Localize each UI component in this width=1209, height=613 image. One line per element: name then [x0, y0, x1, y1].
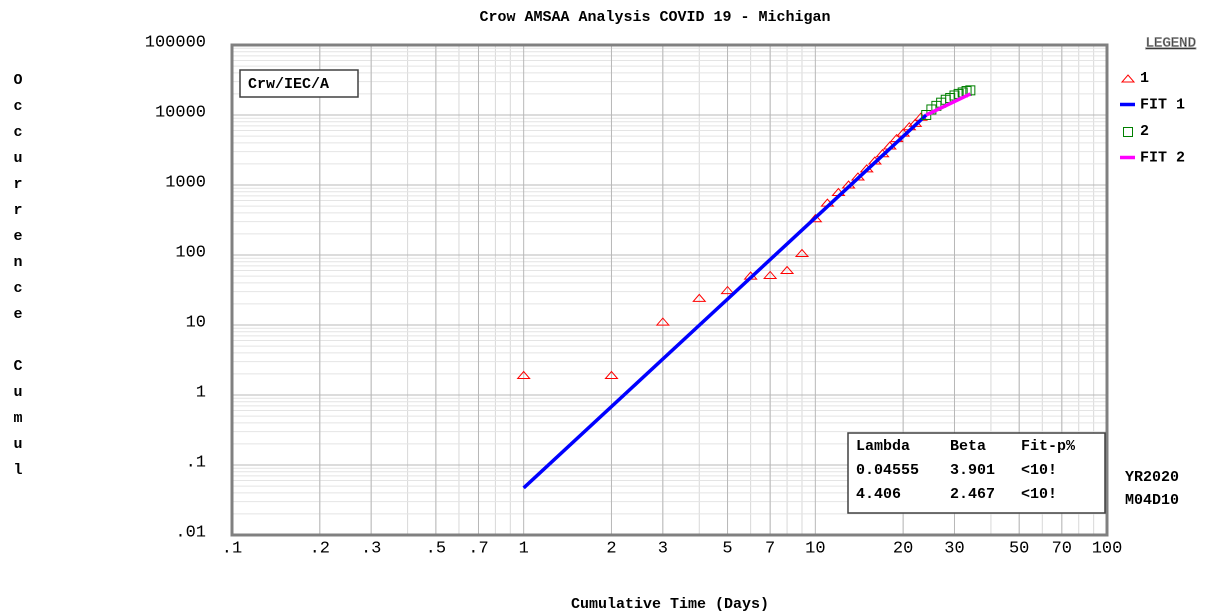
x-tick-label: 10 — [805, 539, 825, 558]
x-tick-label: 5 — [722, 539, 732, 558]
data-point — [692, 293, 707, 302]
x-tick-label: 100 — [1092, 539, 1123, 558]
legend-label: FIT 1 — [1140, 96, 1185, 113]
x-tick-label: 30 — [944, 539, 964, 558]
x-tick-label: 20 — [893, 539, 913, 558]
y-tick-label: .01 — [175, 523, 206, 542]
fit-line — [522, 113, 928, 490]
x-axis-label: Cumulative Time (Days) — [571, 596, 769, 613]
plot-frame — [230, 43, 1109, 537]
x-tick-label: .5 — [426, 539, 446, 558]
legend-swatch — [1120, 74, 1136, 83]
y-tick-label: .1 — [186, 453, 206, 472]
date-label: YR2020 — [1125, 469, 1179, 486]
data-point — [794, 248, 810, 258]
y-tick-label: 100000 — [145, 33, 206, 52]
legend-label: 1 — [1140, 70, 1149, 87]
annotation: Crw/IEC/A — [248, 76, 329, 93]
stats-cell: 2.467 — [950, 486, 995, 503]
x-tick-label: 70 — [1052, 539, 1072, 558]
x-tick-label: 2 — [606, 539, 616, 558]
legend-label: 2 — [1140, 123, 1149, 140]
data-point — [655, 317, 670, 326]
y-tick-label: 10000 — [155, 103, 206, 122]
stats-header: Fit-p% — [1021, 438, 1076, 455]
legend-swatch — [1123, 127, 1133, 137]
stats-box — [847, 432, 1106, 514]
data-point — [921, 110, 932, 120]
x-tick-label: 1 — [519, 539, 529, 558]
legend-title: LEGEND — [1146, 36, 1196, 52]
date-label: M04D10 — [1125, 492, 1179, 509]
data-point — [720, 285, 735, 295]
x-tick-label: .1 — [222, 539, 242, 558]
x-tick-label: 7 — [765, 539, 775, 558]
x-tick-label: 50 — [1009, 539, 1029, 558]
stats-header: Beta — [950, 438, 986, 455]
x-tick-label: 3 — [658, 539, 668, 558]
annotation-box — [239, 69, 359, 98]
stats-cell: 4.406 — [856, 486, 901, 503]
data-point — [763, 270, 778, 279]
data-point — [604, 370, 619, 379]
x-tick-label: .7 — [468, 539, 488, 558]
y-tick-label: 10 — [186, 313, 206, 332]
y-tick-label: 1 — [196, 383, 206, 402]
stats-cell: 3.901 — [950, 462, 995, 479]
y-tick-label: 1000 — [165, 173, 206, 192]
stats-cell: <10! — [1021, 486, 1057, 503]
data-point — [516, 370, 531, 379]
chart-title: Crow AMSAA Analysis COVID 19 - Michigan — [479, 9, 830, 26]
x-tick-label: .3 — [361, 539, 381, 558]
x-tick-label: .2 — [310, 539, 330, 558]
stats-header: Lambda — [856, 438, 910, 455]
legend-label: FIT 2 — [1140, 149, 1185, 166]
data-point — [779, 265, 795, 275]
stats-cell: 0.04555 — [856, 462, 919, 479]
stats-cell: <10! — [1021, 462, 1057, 479]
fit-line — [925, 92, 972, 117]
y-tick-label: 100 — [175, 243, 206, 262]
